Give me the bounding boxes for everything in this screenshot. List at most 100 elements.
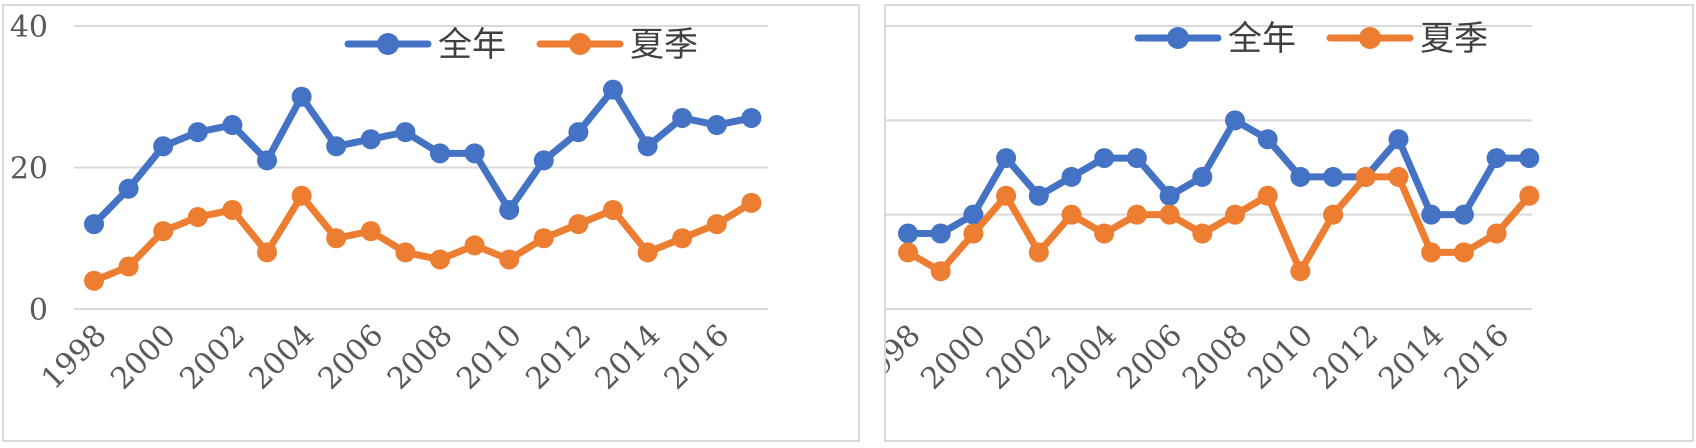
legend-marker-0 — [1167, 27, 1189, 49]
series-1-point — [187, 207, 208, 228]
series-0-point — [464, 143, 485, 164]
series-1-point — [533, 228, 554, 249]
series-1-point — [118, 256, 139, 277]
x-tick-label: 2000 — [104, 318, 183, 397]
series-0-point — [706, 115, 727, 136]
series-1-point — [222, 199, 243, 220]
series-0-point — [672, 107, 693, 128]
chart-panel-left: 0 20 40 1998 2000 2002 2004 2006 2008 2010 2012 201… — [2, 4, 860, 442]
x-tick-label: 2012 — [519, 318, 598, 397]
series-0-point — [741, 107, 762, 128]
series-1-point — [360, 221, 381, 242]
series-0-point — [1257, 129, 1278, 150]
x-tick-label: 2006 — [312, 318, 391, 397]
series-1-point — [963, 223, 984, 244]
x-tick-label: 2012 — [1307, 318, 1386, 397]
series-1-point — [499, 249, 520, 270]
legend-marker-1 — [569, 33, 591, 55]
series-1-point — [1388, 166, 1409, 187]
series-0-point — [1094, 148, 1115, 169]
series-1-point — [395, 242, 416, 263]
series-0-point — [898, 223, 918, 244]
series-1-point — [996, 185, 1017, 206]
series-1-point — [672, 228, 693, 249]
series-1-point — [1126, 204, 1147, 225]
series-0-point — [326, 136, 347, 157]
legend-marker-1 — [1359, 27, 1381, 49]
series-1-point — [930, 261, 951, 282]
x-tick-label: 1998 — [35, 318, 114, 397]
series-line-1 — [904, 173, 1533, 275]
legend-label-1: 夏季 — [630, 25, 698, 65]
series-0-point — [1421, 204, 1442, 225]
line-chart-right: 0510151998200020022004200620082010201220… — [886, 19, 1540, 397]
series-0-point — [222, 115, 243, 136]
legend-marker-0 — [377, 33, 399, 55]
y-tick-label: 0 — [29, 293, 48, 328]
series-line-0 — [90, 86, 755, 228]
series-0-point — [1323, 166, 1344, 187]
x-tick-label: 2016 — [1438, 318, 1517, 397]
series-1-point — [1453, 242, 1474, 263]
series-0-point — [1290, 166, 1311, 187]
series-0-point — [568, 122, 589, 143]
y-tick-label: 20 — [10, 152, 48, 187]
series-1-point — [464, 235, 485, 256]
series-0-point — [930, 223, 951, 244]
series-0-point — [1486, 148, 1507, 169]
series-0-point — [533, 150, 554, 171]
legend-label-0: 全年 — [1228, 19, 1296, 59]
series-0-point — [257, 150, 277, 171]
series-1-point — [1028, 242, 1049, 263]
legend-label-0: 全年 — [438, 25, 506, 65]
series-0-point — [1453, 204, 1474, 225]
series-1-point — [1421, 242, 1442, 263]
series-0-point — [118, 178, 139, 199]
series-1-point — [1486, 223, 1507, 244]
x-tick-label: 2000 — [914, 318, 993, 397]
series-0-point — [1061, 166, 1082, 187]
series-1-point — [291, 185, 312, 206]
series-1-point — [153, 221, 174, 242]
series-1-point — [1519, 185, 1540, 206]
series-1-point — [1257, 185, 1278, 206]
series-0-point — [1388, 129, 1409, 150]
x-tick-label: 1998 — [886, 318, 928, 397]
chart-panel-right: 0510151998200020022004200620082010201220… — [884, 4, 1694, 442]
series-1-point — [1355, 166, 1376, 187]
x-tick-label: 2010 — [450, 318, 529, 397]
series-0-point — [637, 136, 658, 157]
series-1-point — [706, 214, 727, 235]
x-tick-label: 2014 — [1372, 318, 1451, 397]
series-0-point — [84, 214, 104, 235]
x-tick-label: 2002 — [980, 318, 1059, 397]
x-tick-label: 2006 — [1111, 318, 1190, 397]
series-1-point — [430, 249, 450, 270]
series-1-point — [1323, 204, 1344, 225]
series-0-point — [1192, 166, 1213, 187]
series-0-point — [153, 136, 174, 157]
series-0-point — [1126, 148, 1147, 169]
series-1-point — [84, 270, 104, 291]
x-tick-label: 2010 — [1241, 318, 1320, 397]
series-1-point — [637, 242, 658, 263]
x-tick-label: 2008 — [381, 318, 460, 397]
series-0-point — [499, 199, 520, 220]
series-1-point — [1094, 223, 1115, 244]
series-1-point — [568, 214, 589, 235]
series-0-point — [1225, 110, 1245, 131]
x-tick-label: 2008 — [1176, 318, 1255, 397]
x-tick-label: 2004 — [1045, 318, 1124, 397]
x-tick-label: 2014 — [589, 318, 668, 397]
series-1-point — [326, 228, 347, 249]
series-0-point — [187, 122, 208, 143]
series-0-point — [603, 79, 623, 100]
y-tick-label: 40 — [10, 10, 48, 45]
series-0-point — [1159, 185, 1180, 206]
x-tick-label: 2002 — [173, 318, 252, 397]
series-0-point — [430, 143, 450, 164]
series-0-point — [395, 122, 416, 143]
series-0-point — [996, 148, 1017, 169]
series-1-point — [898, 242, 918, 263]
series-1-point — [1192, 223, 1213, 244]
